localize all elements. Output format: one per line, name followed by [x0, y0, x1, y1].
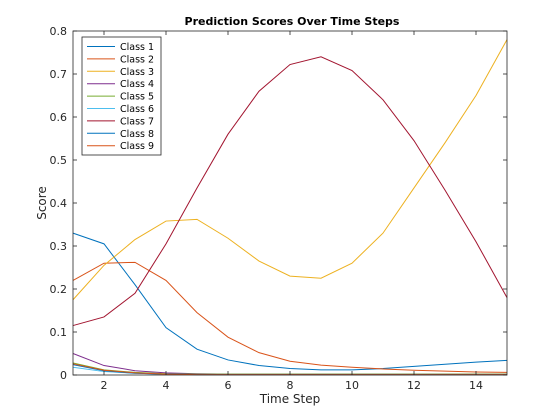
legend-label-class-9: Class 9	[120, 141, 154, 152]
x-tick-label: 10	[345, 379, 359, 392]
y-tick-label: 0.5	[50, 154, 68, 167]
legend-label-class-2: Class 2	[120, 54, 154, 65]
y-tick-label: 0.2	[50, 283, 68, 296]
y-axis: 0 0.1 0.2 0.3 0.4 0.5 0.6 0.7 0.8	[50, 25, 507, 382]
series-line-class-1	[72, 232, 508, 371]
legend-label-class-5: Class 5	[120, 92, 154, 103]
y-tick-label: 0.3	[50, 240, 68, 253]
legend-label-class-3: Class 3	[120, 67, 154, 78]
series-line-class-2	[72, 261, 508, 373]
y-tick-label: 0.1	[50, 326, 68, 339]
series-line-class-3	[72, 39, 508, 301]
legend-label-class-8: Class 8	[120, 129, 154, 140]
y-tick-label: 0.6	[50, 111, 68, 124]
y-tick-label: 0.8	[50, 25, 68, 38]
x-tick-label: 6	[225, 379, 232, 392]
legend-label-class-7: Class 7	[120, 116, 154, 127]
y-tick-label: 0	[60, 369, 67, 382]
x-axis-label: Time Step	[259, 392, 321, 406]
legend-label-class-4: Class 4	[120, 79, 154, 90]
legend-label-class-1: Class 1	[120, 42, 154, 53]
y-axis-label: Score	[35, 186, 49, 220]
y-tick-label: 0.4	[50, 197, 68, 210]
x-tick-label: 12	[407, 379, 421, 392]
series-line-class-7	[72, 56, 508, 327]
x-axis: 2 4 6 8 10 12 14	[101, 31, 483, 392]
x-tick-label: 14	[469, 379, 483, 392]
x-tick-label: 2	[101, 379, 108, 392]
chart-title: Prediction Scores Over Time Steps	[185, 15, 400, 28]
x-tick-label: 4	[163, 379, 170, 392]
y-tick-label: 0.7	[50, 68, 68, 81]
x-tick-label: 8	[287, 379, 294, 392]
legend-label-class-6: Class 6	[120, 104, 154, 115]
